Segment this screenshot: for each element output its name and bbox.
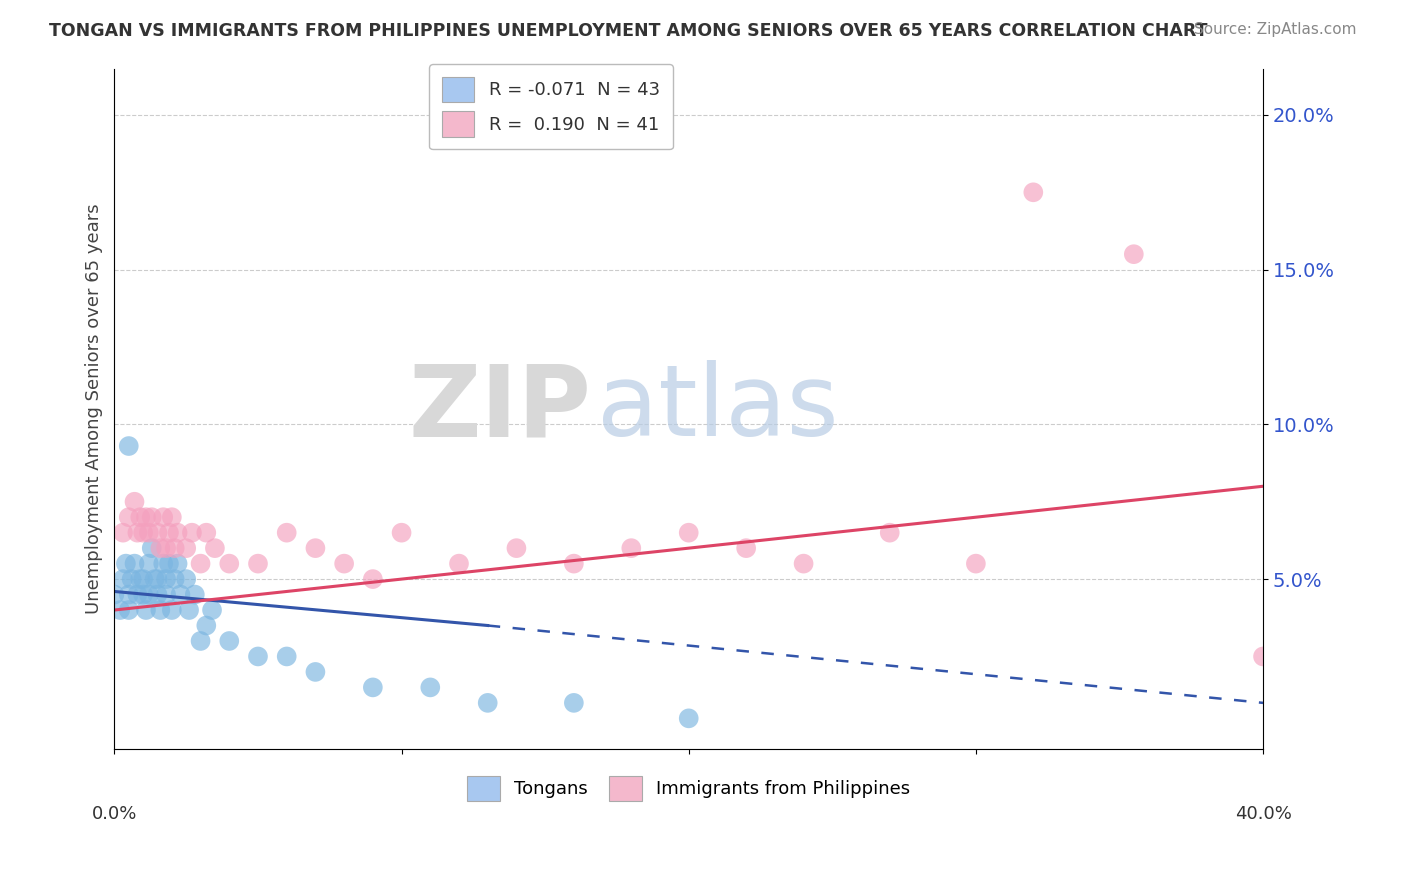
Point [138,588,160,602]
Text: atlas: atlas [596,360,838,458]
Point [218,634,240,648]
Point [166,557,188,571]
Point [155,572,177,586]
Point [112,572,135,586]
Point [118,603,141,617]
Text: TONGAN VS IMMIGRANTS FROM PHILIPPINES UNEMPLOYMENT AMONG SENIORS OVER 65 YEARS C: TONGAN VS IMMIGRANTS FROM PHILIPPINES UN… [49,22,1208,40]
Point [166,525,188,540]
Point [1122,247,1144,261]
Point [152,557,174,571]
Point [184,588,207,602]
Point [177,603,200,617]
Point [678,711,700,725]
Point [118,439,141,453]
Point [562,696,585,710]
Point [477,696,499,710]
Point [181,525,204,540]
Point [135,603,157,617]
Point [118,588,141,602]
Point [246,557,269,571]
Point [793,557,815,571]
Point [143,572,166,586]
Point [132,588,155,602]
Point [965,557,987,571]
Point [124,494,146,508]
Point [246,649,269,664]
Point [195,618,218,632]
Point [447,557,470,571]
Point [141,541,163,556]
Point [160,603,183,617]
Text: 0.0%: 0.0% [91,805,138,823]
Point [735,541,758,556]
Text: 40.0%: 40.0% [1234,805,1292,823]
Point [391,525,413,540]
Point [149,541,172,556]
Point [155,541,177,556]
Point [174,541,197,556]
Point [138,525,160,540]
Point [562,557,585,571]
Point [276,525,298,540]
Point [103,588,125,602]
Point [146,525,169,540]
Point [157,525,180,540]
Point [620,541,643,556]
Point [163,572,186,586]
Point [879,525,901,540]
Point [129,572,152,586]
Y-axis label: Unemployment Among Seniors over 65 years: Unemployment Among Seniors over 65 years [86,203,103,615]
Point [132,572,155,586]
Point [132,525,155,540]
Point [201,603,224,617]
Point [149,603,172,617]
Point [152,510,174,524]
Point [146,588,169,602]
Point [127,588,149,602]
Point [169,588,191,602]
Point [678,525,700,540]
Point [124,557,146,571]
Point [204,541,226,556]
Point [361,572,384,586]
Point [115,557,138,571]
Point [146,572,169,586]
Point [129,510,152,524]
Point [276,649,298,664]
Point [108,603,131,617]
Point [333,557,356,571]
Point [112,525,135,540]
Text: Source: ZipAtlas.com: Source: ZipAtlas.com [1194,22,1357,37]
Point [141,510,163,524]
Point [157,557,180,571]
Point [361,681,384,695]
Point [218,557,240,571]
Point [160,510,183,524]
Point [135,510,157,524]
Point [190,557,212,571]
Point [304,665,326,679]
Point [419,681,441,695]
Point [163,541,186,556]
Point [190,634,212,648]
Point [304,541,326,556]
Text: ZIP: ZIP [408,360,591,458]
Point [1251,649,1274,664]
Point [121,572,143,586]
Point [1022,186,1045,200]
Point [118,510,141,524]
Point [505,541,527,556]
Point [155,588,177,602]
Point [195,525,218,540]
Point [174,572,197,586]
Point [138,557,160,571]
Legend: Tongans, Immigrants from Philippines: Tongans, Immigrants from Philippines [460,768,918,808]
Point [127,525,149,540]
